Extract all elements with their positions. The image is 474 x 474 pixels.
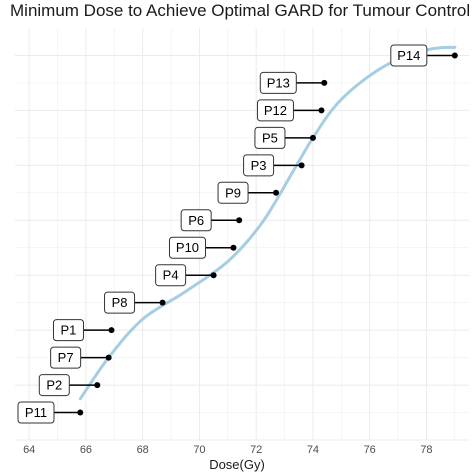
data-point	[273, 189, 280, 196]
x-tick-label: 68	[137, 444, 149, 456]
points-layer: P11 P2 P7 P1 P8 P4 P10 P6 P9 P3 P5 P12 P13 P14	[17, 44, 458, 424]
point-label: P1	[61, 323, 77, 338]
data-point	[77, 409, 84, 416]
fit-curve	[78, 45, 457, 401]
data-point	[236, 217, 243, 224]
point-label-box	[256, 99, 294, 122]
x-axis-ticks: 64 66 68 70 72 74 76 78	[23, 444, 433, 456]
grid	[15, 28, 469, 441]
point-label-box	[243, 154, 275, 177]
point-label-box	[52, 319, 84, 342]
point-label: P13	[267, 75, 290, 90]
point-label: P11	[25, 405, 47, 420]
point-label-box	[17, 401, 55, 424]
point-label-box	[259, 71, 297, 94]
x-tick-label: 72	[250, 444, 262, 456]
point-label-box	[155, 264, 187, 287]
point-label: P2	[46, 378, 62, 393]
data-point	[451, 52, 458, 59]
point-label-box	[50, 346, 82, 369]
data-point	[94, 382, 101, 389]
data-point	[318, 107, 325, 114]
plot-panel	[15, 28, 469, 440]
data-point	[321, 79, 328, 86]
point-label: P6	[188, 213, 204, 228]
x-tick-label: 70	[193, 444, 205, 456]
data-point	[298, 162, 305, 169]
point-label: P14	[397, 48, 420, 63]
x-axis-label: Dose(Gy)	[209, 457, 265, 472]
point-label-box	[168, 236, 206, 259]
point-label: P10	[176, 240, 199, 255]
point-label-box	[104, 291, 136, 314]
point-label-box	[217, 181, 249, 204]
point-label: P3	[251, 158, 267, 173]
point-label-box	[180, 209, 212, 232]
point-label-box	[254, 126, 286, 149]
data-point	[230, 244, 237, 251]
data-point	[105, 354, 112, 361]
x-tick-label: 74	[307, 444, 319, 456]
data-point	[108, 327, 115, 334]
point-label: P7	[58, 350, 74, 365]
point-label: P8	[112, 295, 128, 310]
point-label-box	[38, 374, 70, 397]
point-label: P9	[225, 185, 241, 200]
x-tick-label: 78	[420, 444, 432, 456]
data-point	[159, 299, 166, 306]
point-label-box	[390, 44, 428, 67]
point-label: P5	[262, 130, 278, 145]
data-point	[210, 272, 217, 279]
x-tick-label: 64	[23, 444, 35, 456]
fit-curve-layer	[78, 45, 457, 401]
x-tick-label: 76	[364, 444, 376, 456]
x-tick-label: 66	[80, 444, 92, 456]
chart-title: Minimum Dose to Achieve Optimal GARD for…	[10, 1, 470, 20]
point-label: P12	[264, 103, 287, 118]
data-point	[309, 134, 316, 141]
point-label: P4	[163, 268, 179, 283]
